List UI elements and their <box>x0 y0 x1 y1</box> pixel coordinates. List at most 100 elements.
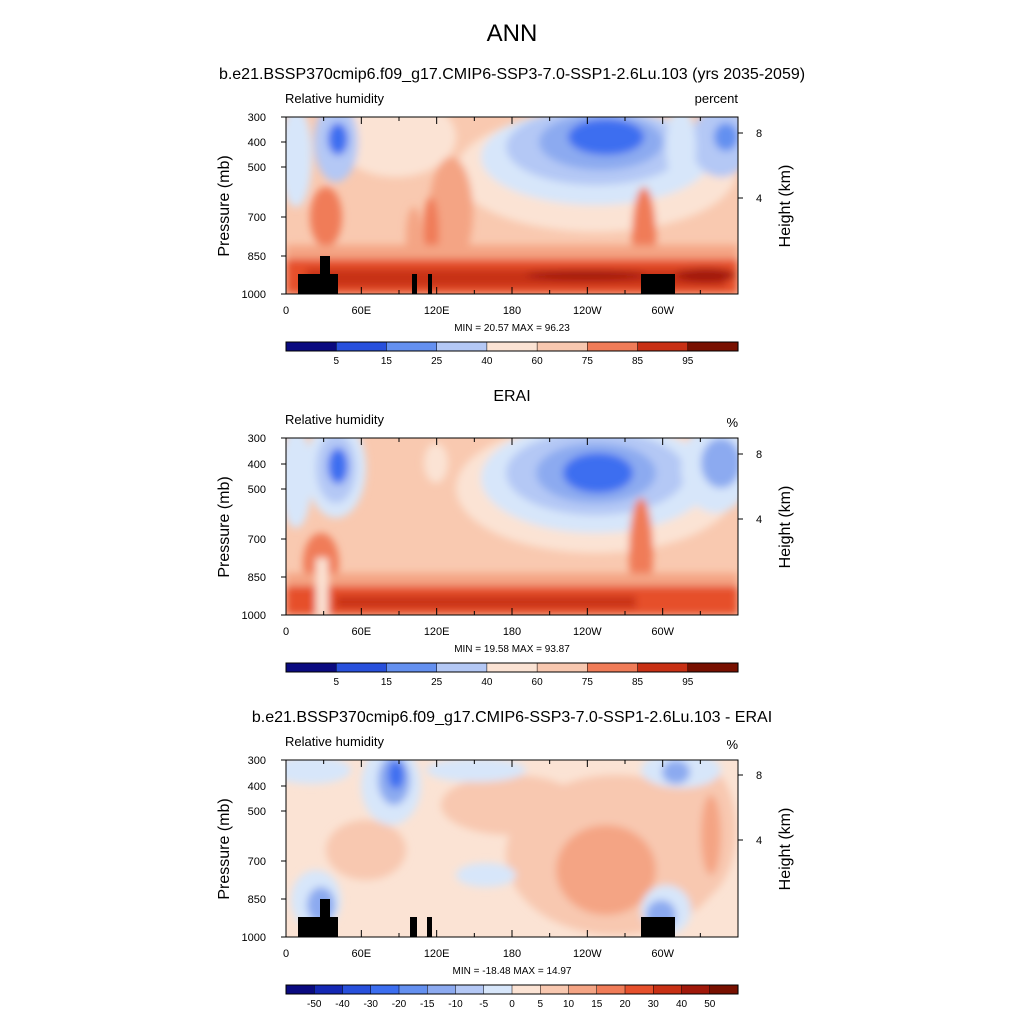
field-contour <box>526 270 646 280</box>
y2-tick-label: 4 <box>756 835 762 847</box>
colorbar-swatch <box>335 341 387 352</box>
x-tick-label: 0 <box>283 626 289 638</box>
field-contour <box>328 123 348 155</box>
field-contour <box>316 558 328 615</box>
colorbar-label: 75 <box>582 677 594 688</box>
x-tick-label: 0 <box>283 948 289 960</box>
colorbar-swatch <box>587 662 639 673</box>
field-contour <box>714 123 738 151</box>
field-contour <box>563 453 633 493</box>
y-tick-label: 1000 <box>242 932 266 944</box>
field-contour <box>701 438 738 488</box>
y2-tick-label: 4 <box>756 193 762 205</box>
colorbar-label: -50 <box>307 999 322 1010</box>
field-contour <box>388 761 404 789</box>
x-tick-label: 120E <box>424 626 450 638</box>
field-contour <box>441 775 581 835</box>
y-tick-label: 700 <box>248 856 266 868</box>
panel-3-left-label: Relative humidity <box>285 734 384 749</box>
colorbar-label: 40 <box>481 677 493 688</box>
colorbar-swatch <box>285 662 337 673</box>
x-tick-label: 60E <box>352 948 372 960</box>
colorbar-frame <box>285 984 739 995</box>
y-tick-label: 300 <box>248 755 266 767</box>
colorbar-swatch <box>398 984 428 995</box>
panel-1: b.e21.BSSP370cmip6.f09_g17.CMIP6-SSP3-7.… <box>216 66 805 367</box>
panel-1-right-label: percent <box>695 91 739 106</box>
x-tick-label: 120W <box>573 626 602 638</box>
colorbar-label: -30 <box>364 999 379 1010</box>
colorbar-label: -40 <box>335 999 350 1010</box>
x-tick-label: 180 <box>503 305 521 317</box>
y-tick-label: 1000 <box>242 610 266 622</box>
colorbar-label: 15 <box>591 999 603 1010</box>
x-tick-label: 60E <box>352 305 372 317</box>
field-contour <box>676 268 736 282</box>
colorbar-swatch <box>511 984 541 995</box>
panel-3-axes: 0 60E 120E 180 120W 60W 300 400 500 700 850 1000 8 4 <box>242 755 763 960</box>
colorbar-swatch <box>386 341 438 352</box>
field-contour <box>666 117 696 187</box>
colorbar-frame <box>285 662 739 673</box>
y-tick-label: 400 <box>248 781 266 793</box>
x-tick-label: 180 <box>503 626 521 638</box>
panel-1-field <box>286 117 738 294</box>
field-contour <box>568 119 644 155</box>
y2-tick-label: 8 <box>756 128 762 140</box>
colorbar-label: 40 <box>481 356 493 367</box>
panel-1-colorbar: 5 15 25 40 60 75 85 95 <box>285 341 739 367</box>
colorbar-label: 60 <box>532 677 544 688</box>
panel-2-title: ERAI <box>493 388 530 405</box>
topography <box>410 917 417 937</box>
topography <box>641 917 675 937</box>
y-tick-label: 850 <box>248 572 266 584</box>
panel-3-y2label: Height (km) <box>777 808 794 891</box>
colorbar-swatch <box>455 984 485 995</box>
panel-3-colorbar: -50 -40 -30 -20 -15 -10 -5 0 5 10 15 20 30 40 50 <box>285 984 739 1010</box>
colorbar-label: -20 <box>392 999 407 1010</box>
colorbar-swatch <box>653 984 683 995</box>
colorbar-label: 75 <box>582 356 594 367</box>
field-contour <box>328 448 348 484</box>
field-contour <box>286 760 351 784</box>
field-contour <box>556 825 656 915</box>
topography <box>320 256 330 294</box>
x-tick-label: 0 <box>283 305 289 317</box>
field-contour <box>701 795 721 875</box>
colorbar-swatch <box>637 341 689 352</box>
panel-1-left-label: Relative humidity <box>285 91 384 106</box>
y-tick-label: 400 <box>248 137 266 149</box>
colorbar-label: 25 <box>431 677 443 688</box>
colorbar-swatch <box>687 662 739 673</box>
y-tick-label: 500 <box>248 162 266 174</box>
panel-1-axes: 0 60E 120E 180 120W 60W 300 400 500 700 850 1000 8 4 <box>242 112 763 317</box>
colorbar-swatch <box>536 662 588 673</box>
panel-3: b.e21.BSSP370cmip6.f09_g17.CMIP6-SSP3-7.… <box>216 709 794 1010</box>
y-tick-label: 300 <box>248 433 266 445</box>
panel-3-title: b.e21.BSSP370cmip6.f09_g17.CMIP6-SSP3-7.… <box>252 709 772 726</box>
field-contour <box>662 760 690 784</box>
field-contour <box>336 117 456 177</box>
colorbar-swatch <box>285 984 315 995</box>
colorbar-swatch <box>596 984 626 995</box>
topography <box>427 917 432 937</box>
colorbar-label: -5 <box>479 999 488 1010</box>
colorbar-label: 25 <box>431 356 443 367</box>
field-contour <box>429 157 473 267</box>
colorbar-swatch <box>637 662 689 673</box>
colorbar-label: 95 <box>682 677 694 688</box>
panel-2-stats: MIN = 19.58 MAX = 93.87 <box>454 644 570 655</box>
colorbar-swatch <box>436 341 488 352</box>
field-contour <box>336 596 636 608</box>
y2-tick-label: 8 <box>756 770 762 782</box>
colorbar-swatch <box>314 984 344 995</box>
y-tick-label: 400 <box>248 459 266 471</box>
panel-2-colorbar: 5 15 25 40 60 75 85 95 <box>285 662 739 688</box>
field-contour <box>286 117 312 207</box>
topography <box>412 274 417 294</box>
colorbar-swatch <box>568 984 598 995</box>
colorbar-swatch <box>342 984 372 995</box>
x-tick-label: 60W <box>651 626 674 638</box>
y-tick-label: 500 <box>248 484 266 496</box>
colorbar-label: 20 <box>619 999 631 1010</box>
